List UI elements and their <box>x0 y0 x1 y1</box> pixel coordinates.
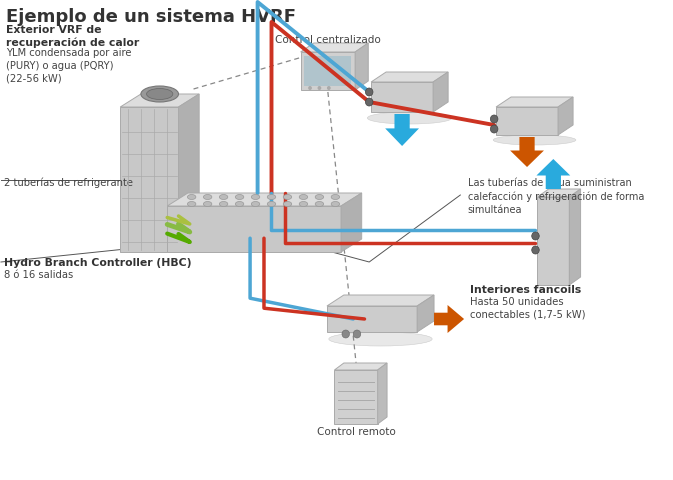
Ellipse shape <box>315 194 324 200</box>
Polygon shape <box>371 72 448 82</box>
Ellipse shape <box>236 194 244 200</box>
Polygon shape <box>301 52 355 90</box>
Polygon shape <box>496 97 573 107</box>
Polygon shape <box>341 193 361 252</box>
Ellipse shape <box>329 332 432 346</box>
Text: Control remoto: Control remoto <box>317 427 396 437</box>
Circle shape <box>491 115 498 123</box>
Ellipse shape <box>331 202 340 206</box>
Polygon shape <box>304 56 351 86</box>
Polygon shape <box>301 43 368 52</box>
Circle shape <box>308 86 312 90</box>
Circle shape <box>532 246 539 254</box>
Polygon shape <box>385 114 419 146</box>
Ellipse shape <box>283 194 291 200</box>
Text: Las tuberías de agua suministran
calefacción y refrigeración de forma
simultánea: Las tuberías de agua suministran calefac… <box>468 178 644 215</box>
Polygon shape <box>120 94 199 107</box>
Ellipse shape <box>331 194 340 200</box>
Polygon shape <box>167 206 341 252</box>
Ellipse shape <box>251 202 260 206</box>
Text: Exterior VRF de
recuperación de calor: Exterior VRF de recuperación de calor <box>5 25 139 48</box>
Text: Ejemplo de un sistema HVRF: Ejemplo de un sistema HVRF <box>5 8 295 26</box>
Circle shape <box>491 125 498 133</box>
Polygon shape <box>327 295 434 306</box>
Ellipse shape <box>493 135 576 145</box>
Polygon shape <box>371 82 433 112</box>
Ellipse shape <box>203 202 212 206</box>
Circle shape <box>365 88 373 96</box>
Polygon shape <box>327 306 417 332</box>
Polygon shape <box>558 97 573 135</box>
Circle shape <box>353 330 361 338</box>
Ellipse shape <box>283 202 291 206</box>
Circle shape <box>327 86 330 90</box>
Text: 2 tuberías de refrigerante: 2 tuberías de refrigerante <box>4 177 133 188</box>
Ellipse shape <box>367 112 452 124</box>
Polygon shape <box>536 159 570 189</box>
Text: Hasta 50 unidades
conectables (1,7-5 kW): Hasta 50 unidades conectables (1,7-5 kW) <box>470 297 586 320</box>
Text: Control centralizado: Control centralizado <box>275 35 381 45</box>
Polygon shape <box>496 107 558 135</box>
Polygon shape <box>334 363 387 370</box>
Polygon shape <box>510 137 544 167</box>
Circle shape <box>318 86 321 90</box>
Polygon shape <box>334 370 378 424</box>
Polygon shape <box>120 107 178 252</box>
Ellipse shape <box>219 194 228 200</box>
Polygon shape <box>569 189 581 285</box>
Ellipse shape <box>251 194 260 200</box>
Text: Hydro Branch Controller (HBC): Hydro Branch Controller (HBC) <box>4 258 191 268</box>
Ellipse shape <box>187 202 196 206</box>
Ellipse shape <box>315 202 324 206</box>
Polygon shape <box>178 94 199 252</box>
Ellipse shape <box>141 86 178 102</box>
Ellipse shape <box>147 88 173 99</box>
Ellipse shape <box>187 194 196 200</box>
Polygon shape <box>434 305 464 333</box>
Polygon shape <box>537 189 581 197</box>
Polygon shape <box>378 363 387 424</box>
Polygon shape <box>417 295 434 332</box>
Ellipse shape <box>299 202 308 206</box>
Ellipse shape <box>267 202 276 206</box>
Ellipse shape <box>219 202 228 206</box>
Text: YLM condensada por aire
(PURY) o agua (PQRY)
(22-56 kW): YLM condensada por aire (PURY) o agua (P… <box>5 48 131 84</box>
Text: Interiores fancoils: Interiores fancoils <box>470 285 581 295</box>
Polygon shape <box>167 193 361 206</box>
Polygon shape <box>433 72 448 112</box>
Ellipse shape <box>236 202 244 206</box>
Polygon shape <box>537 197 569 285</box>
Ellipse shape <box>203 194 212 200</box>
Circle shape <box>342 330 349 338</box>
Ellipse shape <box>267 194 276 200</box>
Circle shape <box>532 232 539 240</box>
Ellipse shape <box>299 194 308 200</box>
Polygon shape <box>355 43 368 90</box>
Text: 8 ó 16 salidas: 8 ó 16 salidas <box>4 270 73 280</box>
Circle shape <box>365 98 373 106</box>
